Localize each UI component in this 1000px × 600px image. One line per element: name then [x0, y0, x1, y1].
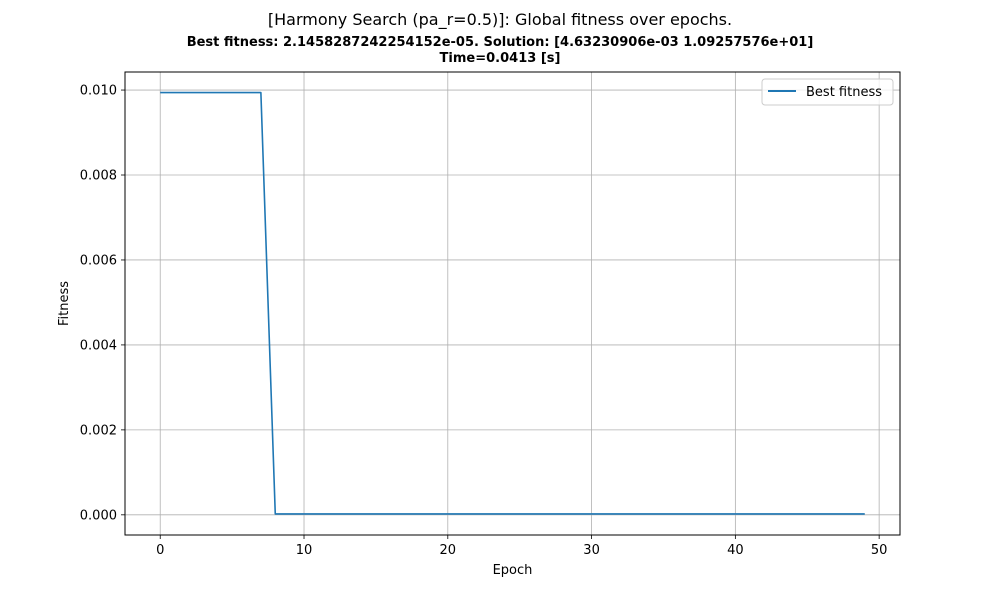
y-tick-label: 0.008: [80, 169, 117, 184]
x-tick-label: 20: [440, 543, 457, 558]
legend-label-best-fitness: Best fitness: [806, 85, 882, 100]
chart-subtitle-line-1: Best fitness: 2.1458287242254152e-05. So…: [186, 35, 814, 50]
legend-box: [761, 78, 894, 106]
y-tick-label: 0.006: [80, 253, 117, 268]
plot-frame: [124, 71, 901, 536]
ticks: 0 10 20 30 40 50 0.000 0.002 0.004 0.006 0.008 0.01…: [80, 84, 888, 558]
grid: [125, 72, 900, 535]
chart-subtitle-line-2: Time=0.0413 [s]: [439, 51, 561, 66]
y-tick-label: 0.004: [80, 338, 117, 353]
x-tick-label: 50: [871, 543, 888, 558]
y-tick-label: 0.002: [80, 423, 117, 438]
chart-title: [Harmony Search (pa_r=0.5)]: Global fitn…: [267, 10, 733, 29]
x-tick-label: 40: [727, 543, 744, 558]
series-line-best-fitness: [160, 91, 865, 515]
x-tick-label: 10: [296, 543, 313, 558]
y-axis-label: Fitness: [57, 281, 72, 326]
x-tick-label: 30: [583, 543, 600, 558]
y-tick-label: 0.010: [80, 84, 117, 99]
x-axis-label: Epoch: [493, 563, 533, 578]
y-tick-label: 0.000: [80, 508, 117, 523]
x-tick-label: 0: [156, 543, 164, 558]
series-layer: [160, 91, 865, 515]
legend: Best fitness: [761, 78, 894, 106]
